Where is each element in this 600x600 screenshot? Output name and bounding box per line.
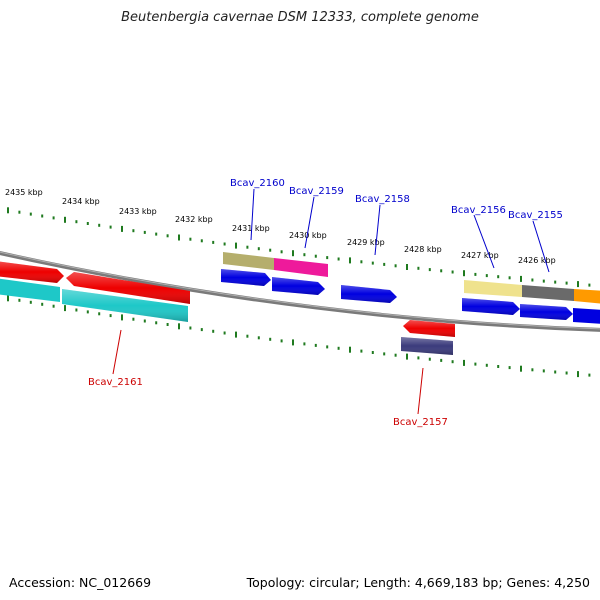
gene-label-bcav-2155[interactable]: Bcav_2155: [508, 210, 563, 221]
kbp-labels: 2435 kbp 2434 kbp 2433 kbp 2432 kbp 2431…: [5, 188, 556, 265]
kbp-label-2429: 2429 kbp: [347, 238, 385, 247]
bottom-tick-track: [7, 295, 591, 378]
kbp-label-2433: 2433 kbp: [119, 207, 157, 216]
map-title: Beutenbergia cavernae DSM 12333, complet…: [121, 10, 479, 25]
gene-arrow-next[interactable]: [573, 308, 600, 324]
kbp-label-2426: 2426 kbp: [518, 256, 556, 265]
kbp-label-2428: 2428 kbp: [404, 245, 442, 254]
gene-bar-bcav-2159[interactable]: [274, 258, 328, 277]
genome-info-text: Topology: circular; Length: 4,669,183 bp…: [246, 575, 590, 590]
gene-bar-bcav-2156[interactable]: [464, 280, 522, 297]
kbp-label-2430: 2430 kbp: [289, 231, 327, 240]
gene-bar-bcav-2160[interactable]: [223, 252, 274, 270]
kbp-label-2427: 2427 kbp: [461, 251, 499, 260]
gene-bar-left-cyan[interactable]: [0, 278, 60, 302]
kbp-label-2432: 2432 kbp: [175, 215, 213, 224]
gene-label-bcav-2159[interactable]: Bcav_2159: [289, 186, 344, 197]
kbp-label-2434: 2434 kbp: [62, 197, 100, 206]
kbp-label-2431: 2431 kbp: [232, 224, 270, 233]
gene-label-bcav-2157[interactable]: Bcav_2157: [393, 417, 448, 428]
gene-bar-next[interactable]: [574, 289, 600, 304]
gene-label-bcav-2158[interactable]: Bcav_2158: [355, 194, 410, 205]
gene-shading: [0, 261, 573, 355]
genome-backbone: [0, 251, 600, 332]
gene-bar-bcav-2155[interactable]: [522, 285, 574, 301]
gene-label-bcav-2160[interactable]: Bcav_2160: [230, 178, 285, 189]
accession-text: Accession: NC_012669: [9, 575, 152, 590]
gene-labels: Bcav_2160 Bcav_2159 Bcav_2158 Bcav_2156 …: [88, 178, 563, 428]
gene-label-bcav-2161[interactable]: Bcav_2161: [88, 377, 143, 388]
gene-leader-lines: [112, 188, 550, 415]
gene-label-bcav-2156[interactable]: Bcav_2156: [451, 205, 506, 216]
top-tick-track: [7, 207, 591, 288]
kbp-label-2435: 2435 kbp: [5, 188, 43, 197]
